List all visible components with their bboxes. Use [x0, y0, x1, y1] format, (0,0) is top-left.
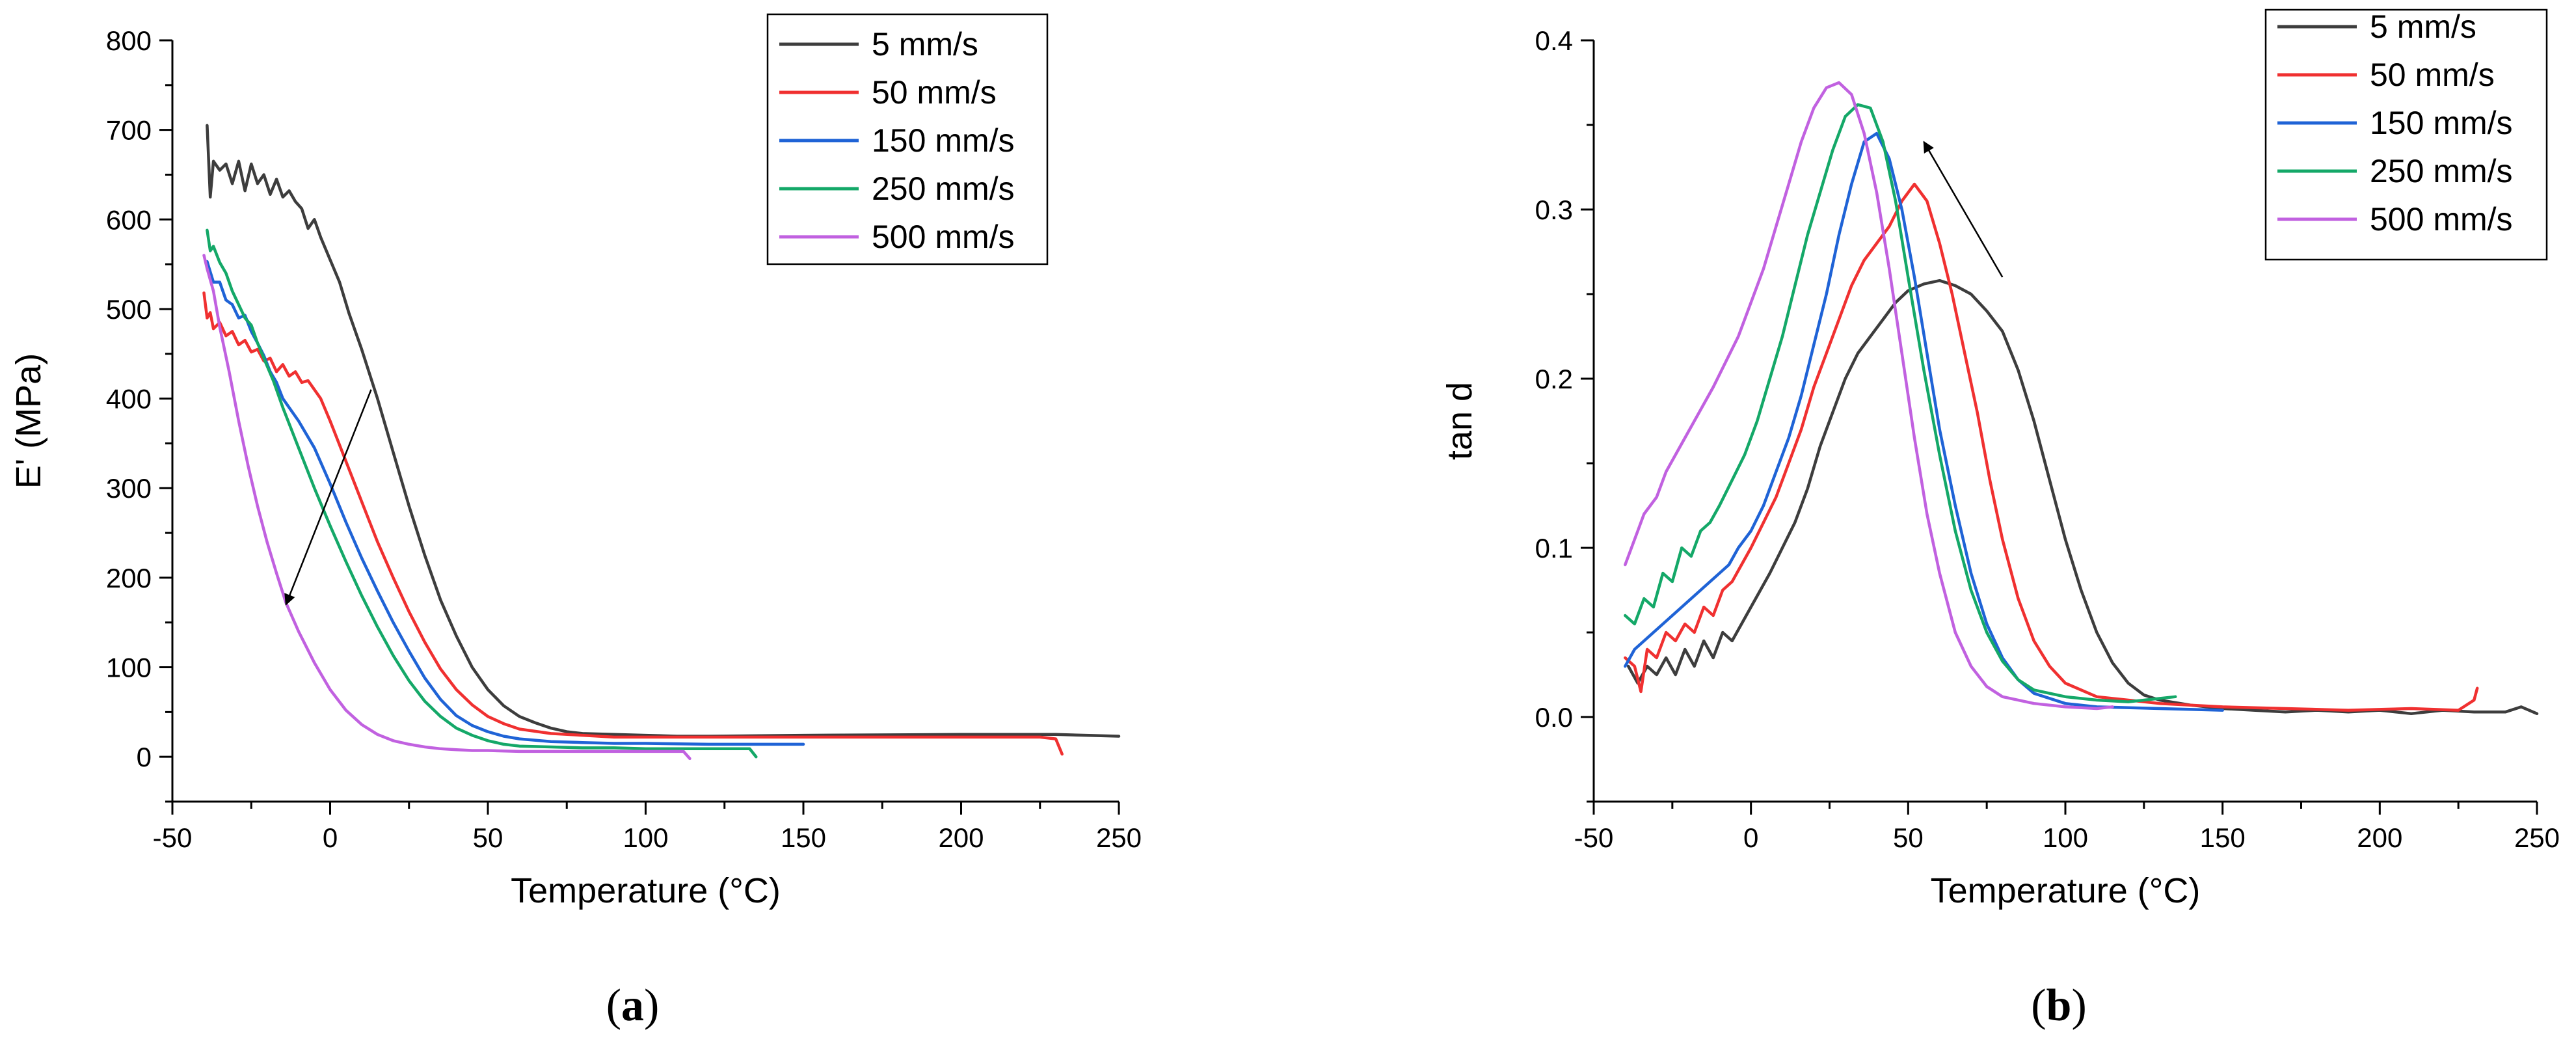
y-tick-label: 400	[106, 384, 152, 414]
legend-label: 150 mm/s	[872, 122, 1015, 159]
x-tick-label: 0	[323, 822, 338, 853]
y-axis-title: E' (MPa)	[9, 353, 48, 489]
series-line-250-mm-s	[206, 228, 758, 759]
x-tick-label: 200	[2357, 822, 2402, 853]
series-line-500-mm-s	[1624, 81, 2114, 711]
x-tick-label: 50	[1893, 822, 1924, 853]
y-tick-label: 0.4	[1535, 25, 1573, 56]
series-line-5-mm-s	[206, 124, 1121, 738]
y-tick-label: 0.0	[1535, 702, 1573, 733]
y-tick-label: 0.3	[1535, 195, 1573, 225]
series-line-50-mm-s	[202, 291, 1064, 756]
legend-label: 500 mm/s	[2370, 201, 2513, 237]
chart-panel-b: -50 0 50 100 150 200 250 0.0 0.1 0.2 0.3 0.4 Tempera…	[1440, 8, 2560, 1031]
y-tick-label: 800	[106, 25, 152, 56]
y-tick-label: 200	[106, 563, 152, 593]
x-tick-label: 50	[473, 822, 503, 853]
y-tick-label: 0.2	[1535, 364, 1573, 394]
legend-label: 500 mm/s	[872, 219, 1015, 255]
legend-label: 250 mm/s	[2370, 153, 2513, 189]
legend: 5 mm/s 50 mm/s 150 mm/s 250 mm/s 500 mm/s	[2264, 8, 2548, 261]
x-tick-label: 150	[2200, 822, 2246, 853]
x-tick-label: 100	[623, 822, 668, 853]
y-tick-label: 600	[106, 204, 152, 235]
y-tick-label: 0.1	[1535, 533, 1573, 563]
trend-arrow	[1923, 141, 2004, 278]
y-tick-label: 300	[106, 473, 152, 504]
y-tick-label: 100	[106, 653, 152, 683]
series-line-5-mm-s	[1626, 278, 2539, 716]
series-line-250-mm-s	[1624, 103, 2177, 703]
y-axis-title: tan d	[1440, 382, 1479, 460]
x-tick-label: -50	[153, 822, 193, 853]
y-tick-label: 0	[137, 742, 152, 772]
x-tick-label: -50	[1574, 822, 1614, 853]
x-tick-label: 0	[1743, 822, 1758, 853]
x-tick-label: 200	[938, 822, 984, 853]
legend-label: 5 mm/s	[2370, 8, 2476, 45]
series-line-50-mm-s	[1624, 182, 2479, 712]
x-axis-title: Temperature (°C)	[511, 871, 781, 910]
legend-label: 150 mm/s	[2370, 105, 2513, 141]
legend: 5 mm/s 50 mm/s 150 mm/s 250 mm/s 500 mm/s	[766, 13, 1049, 265]
trend-arrow	[284, 389, 372, 606]
x-tick-label: 250	[1096, 822, 1142, 853]
series-line-150-mm-s	[206, 260, 805, 746]
panel-label: (b)	[2031, 981, 2087, 1031]
x-tick-label: 100	[2043, 822, 2088, 853]
chart-panel-a: -50 0 50 100 150 200 250 0 100 200 300 400 500 600 700…	[9, 13, 1142, 1031]
x-tick-label: 150	[781, 822, 826, 853]
x-axis-title: Temperature (°C)	[1931, 871, 2201, 910]
panel-label: (a)	[606, 981, 660, 1031]
y-tick-label: 500	[106, 294, 152, 325]
series-line-150-mm-s	[1624, 131, 2224, 712]
series-line-500-mm-s	[202, 254, 691, 761]
legend-label: 50 mm/s	[2370, 57, 2495, 93]
x-tick-label: 250	[2514, 822, 2560, 853]
legend-label: 250 mm/s	[872, 170, 1015, 207]
legend-label: 5 mm/s	[872, 26, 978, 62]
legend-label: 50 mm/s	[872, 74, 997, 111]
y-tick-label: 700	[106, 115, 152, 146]
